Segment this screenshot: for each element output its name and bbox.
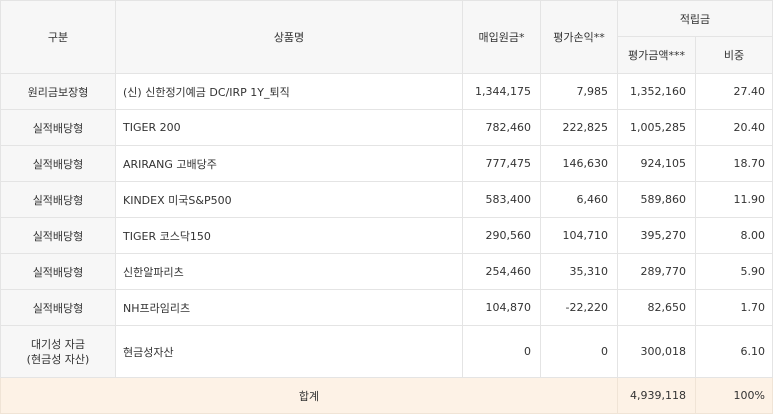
row-ratio: 11.90 [695,181,773,218]
row-gain: 104,710 [540,217,618,254]
header-reserve: 적립금 [617,0,773,37]
row-purchase: 782,460 [462,109,541,146]
table-row: 실적배당형 TIGER 코스닥150 290,560 104,710 395,2… [0,217,773,254]
table-row: 실적배당형 신한알파리츠 254,460 35,310 289,770 5.90 [0,253,773,290]
row-ratio: 6.10 [695,325,773,378]
header-category: 구분 [0,0,116,74]
row-purchase: 583,400 [462,181,541,218]
row-product: KINDEX 미국S&P500 [115,181,463,218]
header-eval: 평가금액*** [617,36,696,74]
row-purchase: 0 [462,325,541,378]
header-ratio: 비중 [695,36,773,74]
row-eval: 289,770 [617,253,696,290]
row-purchase: 104,870 [462,289,541,326]
row-category: 실적배당형 [0,109,116,146]
row-ratio: 20.40 [695,109,773,146]
total-label: 합계 [0,377,618,414]
row-category: 실적배당형 [0,217,116,254]
row-product: 현금성자산 [115,325,463,378]
row-category: 원리금보장형 [0,73,116,110]
row-ratio: 1.70 [695,289,773,326]
row-gain: 35,310 [540,253,618,290]
row-purchase: 1,344,175 [462,73,541,110]
row-category-line1: 대기성 자금 [30,337,86,351]
header-product: 상품명 [115,0,463,74]
table-row: 원리금보장형 (신) 신한정기예금 DC/IRP 1Y_퇴직 1,344,175… [0,73,773,110]
row-gain: 6,460 [540,181,618,218]
row-product: NH프라임리츠 [115,289,463,326]
row-eval: 82,650 [617,289,696,326]
row-product: (신) 신한정기예금 DC/IRP 1Y_퇴직 [115,73,463,110]
table-row: 실적배당형 TIGER 200 782,460 222,825 1,005,28… [0,109,773,146]
row-product: TIGER 200 [115,109,463,146]
row-eval: 589,860 [617,181,696,218]
row-gain: 0 [540,325,618,378]
table-row: 실적배당형 KINDEX 미국S&P500 583,400 6,460 589,… [0,181,773,218]
row-product: ARIRANG 고배당주 [115,145,463,182]
header-gain: 평가손익** [540,0,618,74]
row-gain: 146,630 [540,145,618,182]
row-eval: 395,270 [617,217,696,254]
row-eval: 300,018 [617,325,696,378]
row-eval: 924,105 [617,145,696,182]
total-ratio: 100% [695,377,773,414]
row-product: 신한알파리츠 [115,253,463,290]
row-eval: 1,352,160 [617,73,696,110]
total-eval: 4,939,118 [617,377,696,414]
row-category: 실적배당형 [0,253,116,290]
row-purchase: 290,560 [462,217,541,254]
row-category-line2: (현금성 자산) [26,352,90,366]
row-ratio: 27.40 [695,73,773,110]
row-category: 대기성 자금 (현금성 자산) [0,325,116,378]
row-ratio: 18.70 [695,145,773,182]
row-category: 실적배당형 [0,289,116,326]
row-ratio: 5.90 [695,253,773,290]
row-gain: 7,985 [540,73,618,110]
header-purchase: 매입원금* [462,0,541,74]
row-gain: 222,825 [540,109,618,146]
row-gain: -22,220 [540,289,618,326]
row-ratio: 8.00 [695,217,773,254]
table-row: 대기성 자금 (현금성 자산) 현금성자산 0 0 300,018 6.10 [0,325,773,378]
row-category: 실적배당형 [0,145,116,182]
row-category: 실적배당형 [0,181,116,218]
row-eval: 1,005,285 [617,109,696,146]
row-product: TIGER 코스닥150 [115,217,463,254]
table-row: 실적배당형 NH프라임리츠 104,870 -22,220 82,650 1.7… [0,289,773,326]
table-row: 실적배당형 ARIRANG 고배당주 777,475 146,630 924,1… [0,145,773,182]
row-purchase: 777,475 [462,145,541,182]
row-purchase: 254,460 [462,253,541,290]
total-row: 합계 4,939,118 100% [0,377,773,414]
